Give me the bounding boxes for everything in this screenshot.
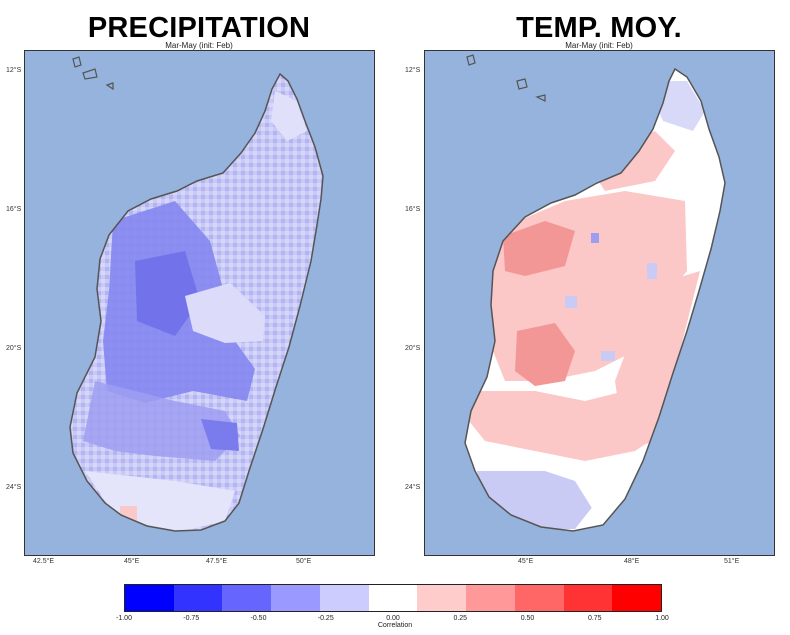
negative-patch bbox=[565, 296, 577, 308]
colorbar-tick: 1.00 bbox=[655, 615, 669, 622]
lon-tick: 45°E bbox=[518, 558, 534, 565]
precipitation-map bbox=[24, 50, 375, 556]
lon-tick: 45°E bbox=[124, 558, 140, 565]
colorbar-swatch bbox=[125, 585, 174, 611]
colorbar bbox=[124, 584, 662, 612]
island-coastline bbox=[516, 78, 528, 90]
light-region bbox=[185, 283, 265, 343]
colorbar-swatch bbox=[173, 585, 223, 611]
colorbar-tick: -0.25 bbox=[317, 615, 334, 622]
temperature-map bbox=[424, 50, 775, 556]
colorbar-tick: -0.50 bbox=[250, 615, 267, 622]
strong-positive-region bbox=[515, 323, 575, 386]
strong-negative-region bbox=[83, 381, 240, 461]
lon-tick: 50°E bbox=[296, 558, 312, 565]
colorbar-swatch bbox=[563, 585, 613, 611]
colorbar-swatch bbox=[466, 585, 515, 611]
colorbar-swatch bbox=[417, 585, 467, 611]
lat-tick: 24°S bbox=[405, 484, 421, 491]
coastline bbox=[464, 67, 726, 532]
map-title-precipitation: PRECIPITATION bbox=[87, 12, 311, 44]
negative-patch bbox=[647, 263, 657, 279]
island-coastline bbox=[535, 94, 546, 102]
colorbar-tick: 0.25 bbox=[453, 615, 468, 622]
colorbar-swatch bbox=[368, 585, 418, 611]
island-coastline bbox=[82, 68, 98, 80]
colorbar-swatch bbox=[514, 585, 564, 611]
lat-tick: 12°S bbox=[6, 67, 22, 74]
colorbar-label: Correlation bbox=[377, 622, 413, 629]
lat-tick: 16°S bbox=[405, 206, 421, 213]
colorbar-tick: 0.50 bbox=[520, 615, 535, 622]
strong-negative-region bbox=[135, 251, 200, 336]
white-region bbox=[575, 481, 635, 513]
coastline bbox=[69, 72, 324, 532]
lat-tick: 24°S bbox=[6, 484, 22, 491]
map-title-temperature: TEMP. MOY. bbox=[516, 12, 682, 44]
island-coastline bbox=[72, 56, 82, 68]
lat-tick: 12°S bbox=[405, 67, 421, 74]
colorbar-swatch bbox=[271, 585, 320, 611]
colorbar-tick: 0.75 bbox=[587, 615, 602, 622]
lat-tick: 16°S bbox=[6, 206, 22, 213]
colorbar-swatch bbox=[319, 585, 369, 611]
positive-region bbox=[615, 271, 700, 451]
light-region bbox=[271, 91, 307, 141]
negative-region bbox=[645, 81, 705, 131]
map-subtitle-precipitation: Mar-May (init: Feb) bbox=[165, 41, 233, 50]
lat-tick: 20°S bbox=[6, 345, 22, 352]
lon-tick: 48°E bbox=[624, 558, 640, 565]
lon-tick: 42.5°E bbox=[33, 558, 55, 565]
island-coastline bbox=[105, 82, 114, 91]
colorbar-tick: -1.00 bbox=[116, 615, 132, 622]
lat-tick: 20°S bbox=[405, 345, 421, 352]
colorbar-tick: 0.00 bbox=[386, 615, 400, 622]
strong-negative-region bbox=[201, 419, 239, 451]
negative-patch bbox=[591, 233, 599, 243]
strong-positive-region bbox=[503, 221, 575, 276]
colorbar-swatch bbox=[222, 585, 272, 611]
lon-tick: 51°E bbox=[724, 558, 740, 565]
negative-patch bbox=[601, 351, 615, 361]
island-coastline bbox=[466, 54, 476, 66]
map-subtitle-temperature: Mar-May (init: Feb) bbox=[565, 41, 633, 50]
colorbar-swatch bbox=[612, 585, 662, 611]
colorbar-tick: -0.75 bbox=[183, 615, 200, 622]
lon-tick: 47.5°E bbox=[206, 558, 228, 565]
